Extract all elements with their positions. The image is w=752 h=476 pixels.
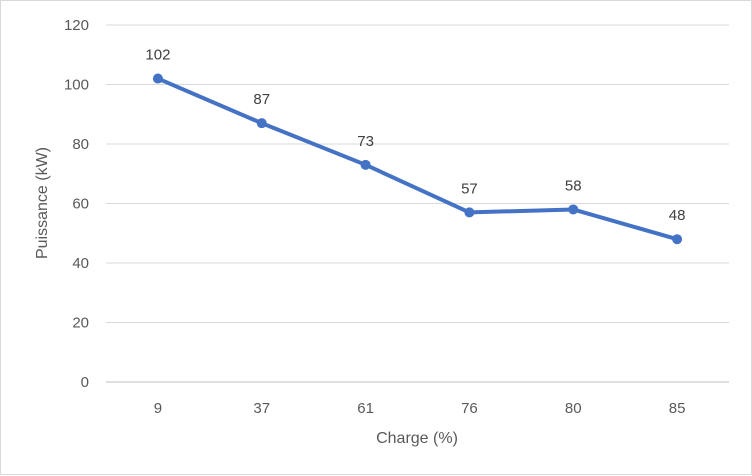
- x-tick-label: 61: [357, 400, 374, 417]
- data-label: 58: [565, 177, 582, 194]
- y-tick-label: 60: [72, 196, 89, 213]
- y-axis-tick-labels: 0 20 40 60 80 100 120: [64, 17, 89, 391]
- y-tick-label: 40: [72, 255, 89, 272]
- data-label: 102: [145, 47, 170, 64]
- data-point: [256, 118, 267, 129]
- y-tick-label: 0: [81, 374, 89, 391]
- x-axis-tick-labels: 9 37 61 76 80 85: [154, 400, 686, 417]
- y-tick-label: 80: [72, 136, 89, 153]
- data-point: [360, 159, 371, 170]
- data-point: [568, 204, 579, 215]
- data-labels: 102 87 73 57 58 48: [145, 47, 685, 225]
- x-axis-title: Charge (%): [376, 430, 458, 447]
- y-axis-title: Puissance (kW): [34, 147, 51, 259]
- y-tick-label: 120: [64, 17, 89, 34]
- data-label: 57: [461, 180, 478, 197]
- data-label: 87: [253, 91, 270, 108]
- series-line: [155, 76, 680, 242]
- data-point: [672, 234, 683, 245]
- data-label: 73: [357, 133, 374, 150]
- data-point: [464, 207, 475, 218]
- data-point: [152, 73, 163, 84]
- x-tick-label: 80: [565, 400, 582, 417]
- x-tick-label: 37: [253, 400, 270, 417]
- x-tick-label: 85: [669, 400, 686, 417]
- y-tick-label: 20: [72, 315, 89, 332]
- series-line-group: [152, 73, 683, 245]
- x-tick-label: 76: [461, 400, 478, 417]
- data-label: 48: [669, 207, 686, 224]
- y-tick-label: 100: [64, 77, 89, 94]
- gridlines: [106, 24, 729, 383]
- x-tick-label: 9: [154, 400, 162, 417]
